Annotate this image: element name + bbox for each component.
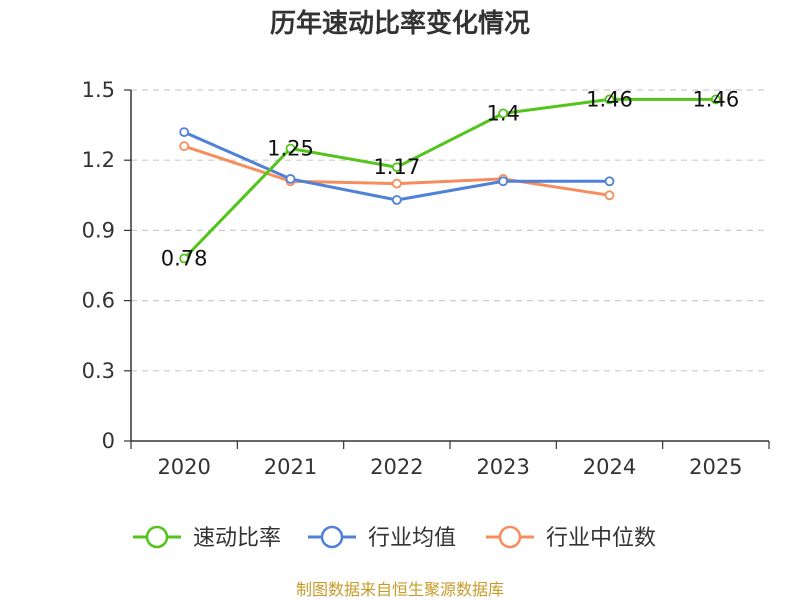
x-tick-label: 2021 [264,455,317,479]
source-note: 制图数据来自恒生聚源数据库 [296,580,504,599]
data-point[interactable] [179,253,190,264]
chart-title: 历年速动比率变化情况 [270,8,530,39]
y-tick-label: 1.2 [82,148,115,172]
legend-label: 行业中位数 [546,526,656,551]
data-label: 1.17 [373,155,420,179]
legend-marker [498,525,522,549]
data-point[interactable] [179,127,190,138]
legend-label: 行业均值 [368,526,456,551]
data-label: 1.4 [486,101,519,125]
legend[interactable]: 速动比率 行业均值 行业中位数 [133,525,656,551]
data-point[interactable] [604,94,615,105]
y-tick-label: 0.6 [82,289,115,313]
data-point[interactable] [179,141,190,152]
x-tick-label: 2024 [583,455,636,479]
data-point[interactable] [285,143,296,154]
y-tick-label: 1.5 [82,78,115,102]
data-point[interactable] [391,195,402,205]
data-label: 1.25 [267,137,314,161]
legend-label: 速动比率 [193,526,281,551]
legend-item[interactable]: 行业均值 [308,525,456,551]
legend-marker [145,525,169,549]
axes: 0 0.3 0.6 0.9 1.2 1.5 2020 2021 2022 2023 2024 2025 [82,78,770,479]
data-point[interactable] [604,176,615,187]
y-tick-label: 0 [102,429,115,453]
x-tick-label: 2025 [689,455,742,479]
data-labels: 0.78 1.25 1.17 1.4 1.46 1.46 [161,87,739,270]
y-tick-label: 0.9 [82,218,115,242]
data-point[interactable] [498,176,509,187]
data-point[interactable] [391,178,402,189]
series-line [183,97,716,260]
data-label: 0.78 [161,246,208,270]
x-tick-label: 2023 [476,455,529,479]
data-point[interactable] [391,162,402,173]
y-tick-label: 0.3 [82,359,115,383]
x-tick-label: 2022 [370,455,423,479]
data-label: 1.46 [586,87,633,111]
data-label: 1.46 [692,87,739,111]
x-tick-label: 2020 [157,455,210,479]
data-point[interactable] [498,108,509,119]
series-layer [179,94,721,264]
legend-item[interactable]: 行业中位数 [486,525,656,551]
data-point[interactable] [710,94,721,105]
legend-item[interactable]: 速动比率 [133,525,281,551]
data-point[interactable] [604,190,615,201]
data-point[interactable] [285,174,296,184]
grid [131,89,769,372]
legend-marker [320,525,344,549]
